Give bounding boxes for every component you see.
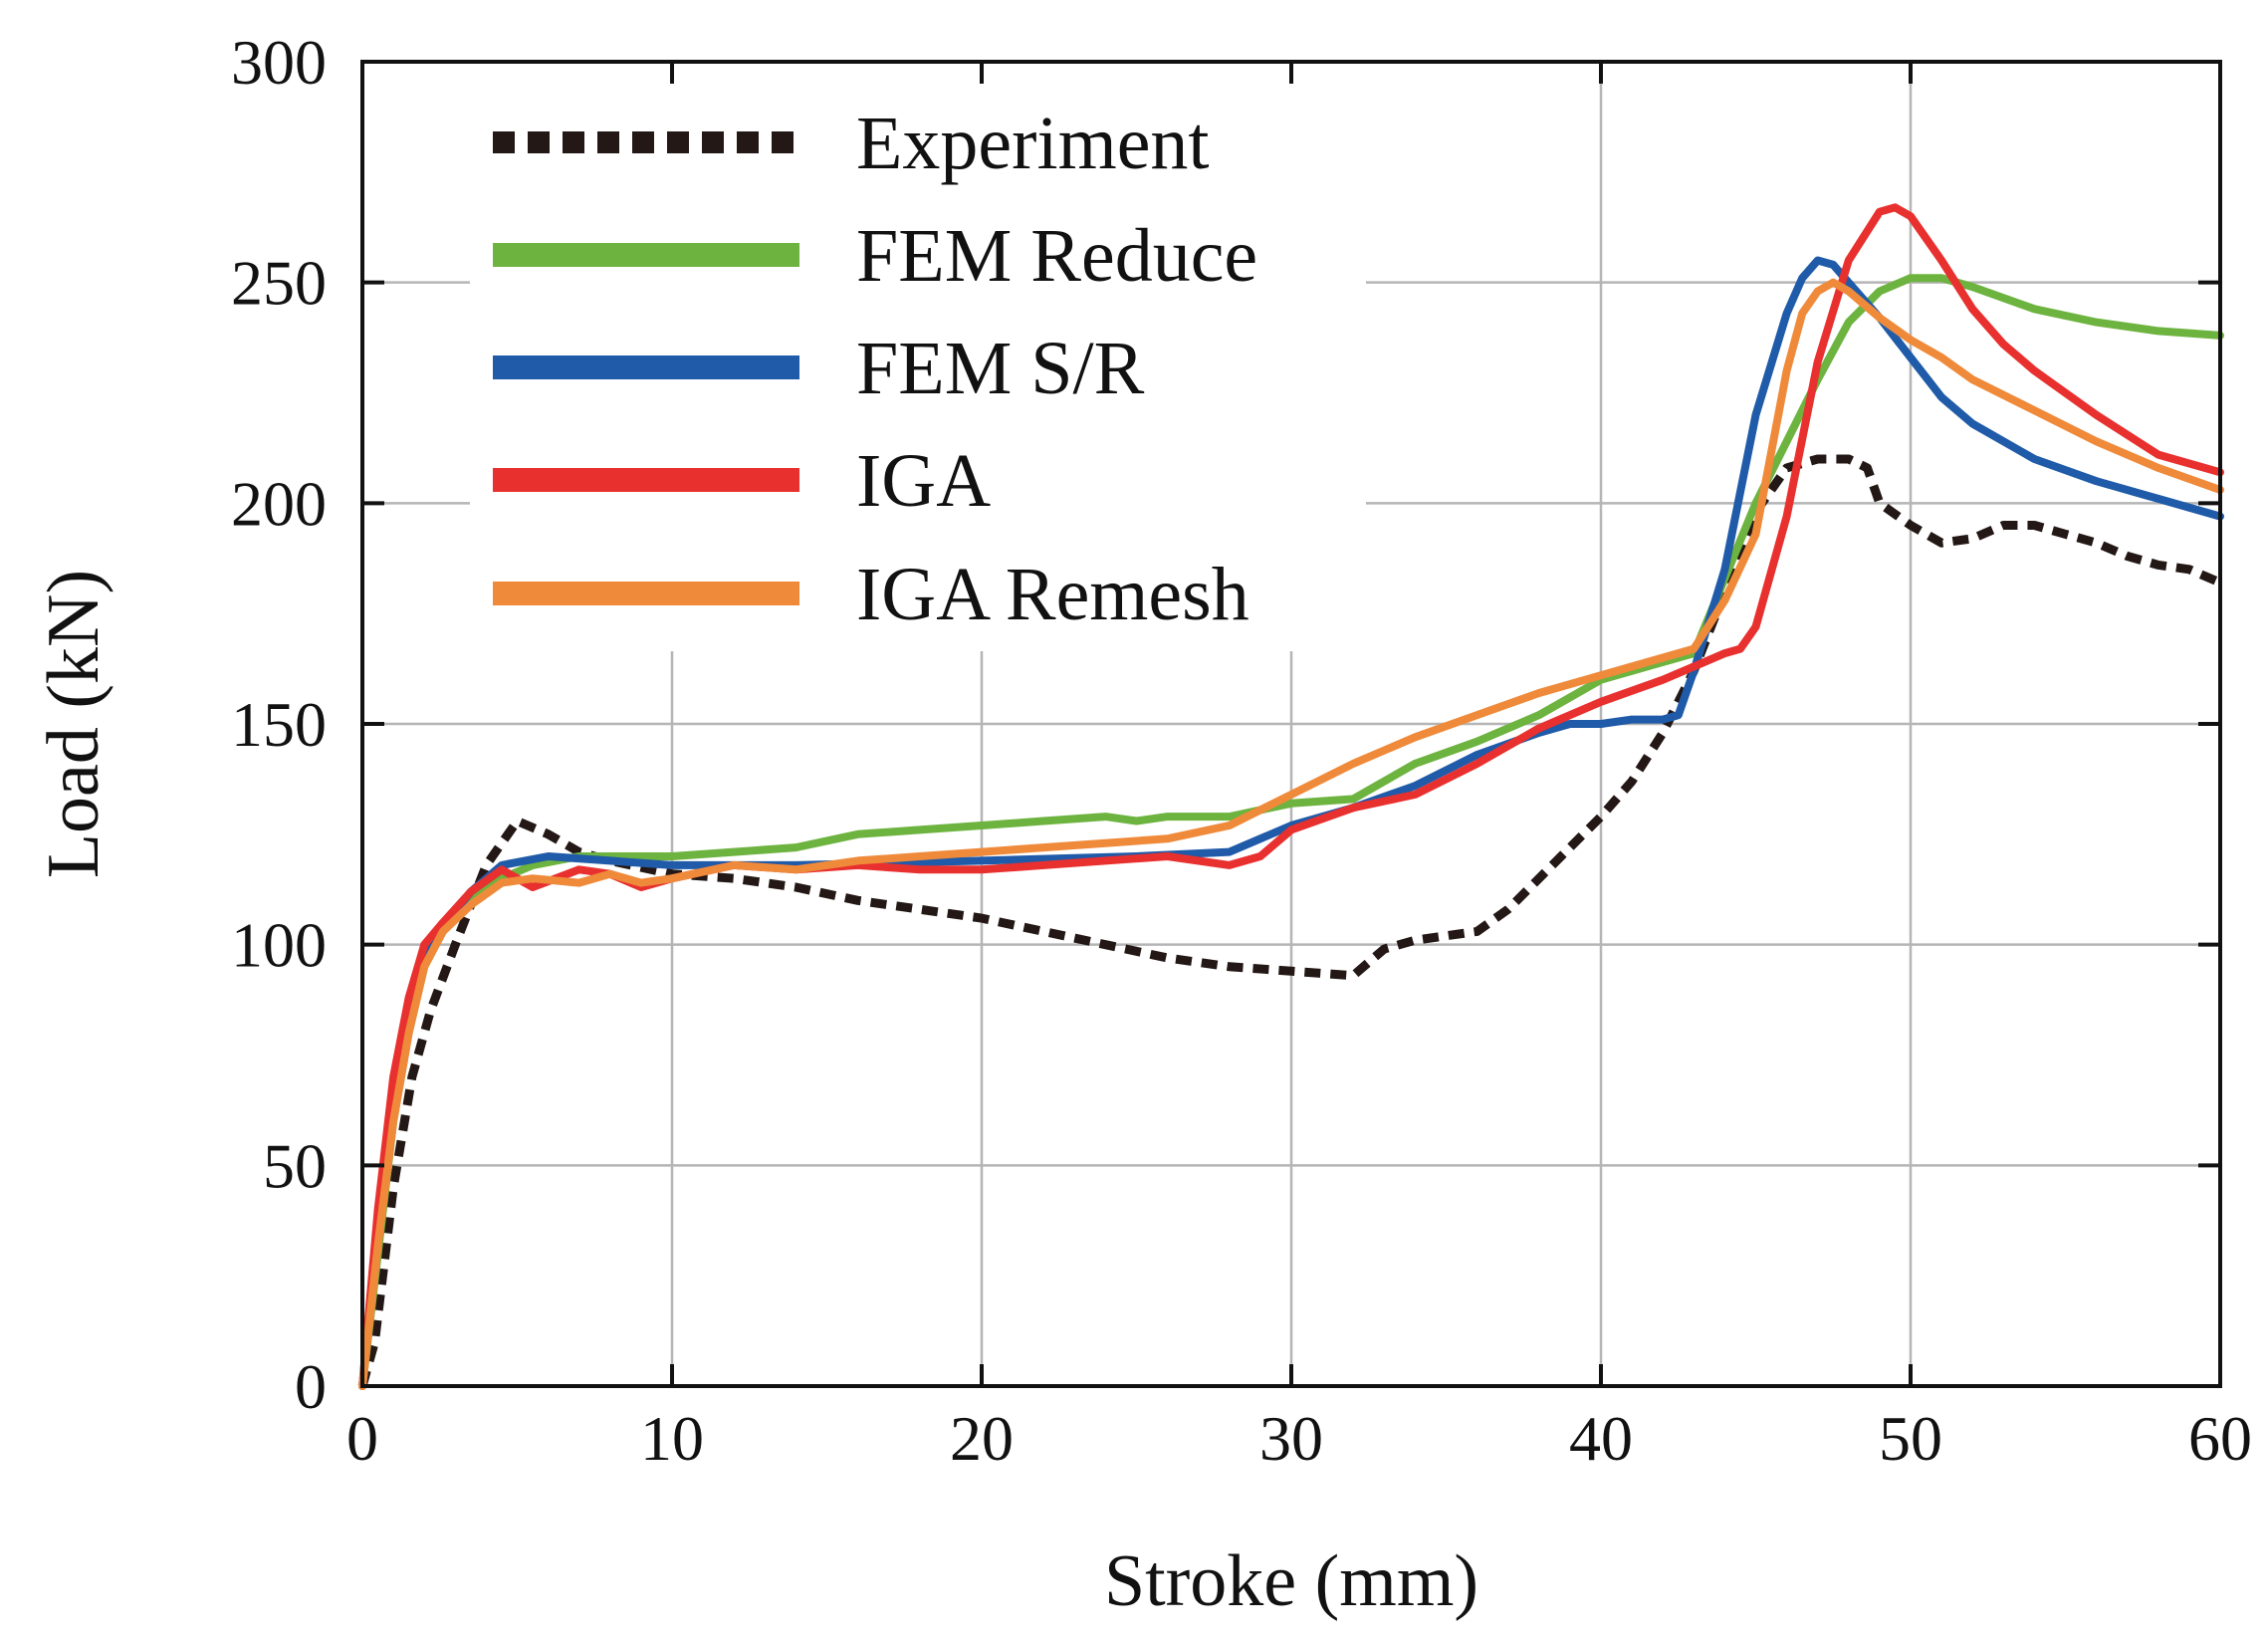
y-tick-label-200: 200 bbox=[231, 468, 327, 539]
x-tick-label-20: 20 bbox=[950, 1403, 1014, 1474]
y-tick-label-0: 0 bbox=[295, 1351, 327, 1422]
legend-label-experiment: Experiment bbox=[856, 102, 1210, 185]
series-line-fem-reduce bbox=[358, 274, 2224, 1390]
plot-series bbox=[357, 203, 2224, 1390]
legend: Experiment FEM Reduce FEM S/R IGA IGA Remesh bbox=[493, 102, 1257, 636]
y-tick-label-300: 300 bbox=[231, 27, 327, 98]
legend-label-iga-remesh: IGA Remesh bbox=[856, 553, 1249, 636]
y-tick-label-50: 50 bbox=[263, 1130, 327, 1201]
legend-label-fem-s-r: FEM S/R bbox=[856, 327, 1145, 410]
y-axis-label: Load (kN) bbox=[33, 570, 114, 878]
x-tick-label-60: 60 bbox=[2188, 1403, 2252, 1474]
series-line-iga-remesh bbox=[358, 278, 2224, 1390]
x-tick-label-50: 50 bbox=[1879, 1403, 1942, 1474]
y-tick-label-100: 100 bbox=[231, 910, 327, 981]
x-tick-label-0: 0 bbox=[346, 1403, 378, 1474]
series-line-experiment bbox=[357, 454, 2222, 1388]
x-tick-label-30: 30 bbox=[1259, 1403, 1323, 1474]
x-tick-label-10: 10 bbox=[640, 1403, 704, 1474]
y-tick-label-250: 250 bbox=[231, 248, 327, 319]
axis-ticks: 0 10 20 30 40 50 60 0 50 100 150 200 250 300 bbox=[231, 27, 2252, 1474]
y-tick-label-150: 150 bbox=[231, 689, 327, 760]
legend-label-fem-reduce: FEM Reduce bbox=[856, 214, 1257, 298]
x-tick-label-40: 40 bbox=[1569, 1403, 1633, 1474]
legend-label-iga: IGA bbox=[856, 439, 991, 523]
x-axis-label: Stroke (mm) bbox=[1104, 1540, 1478, 1622]
